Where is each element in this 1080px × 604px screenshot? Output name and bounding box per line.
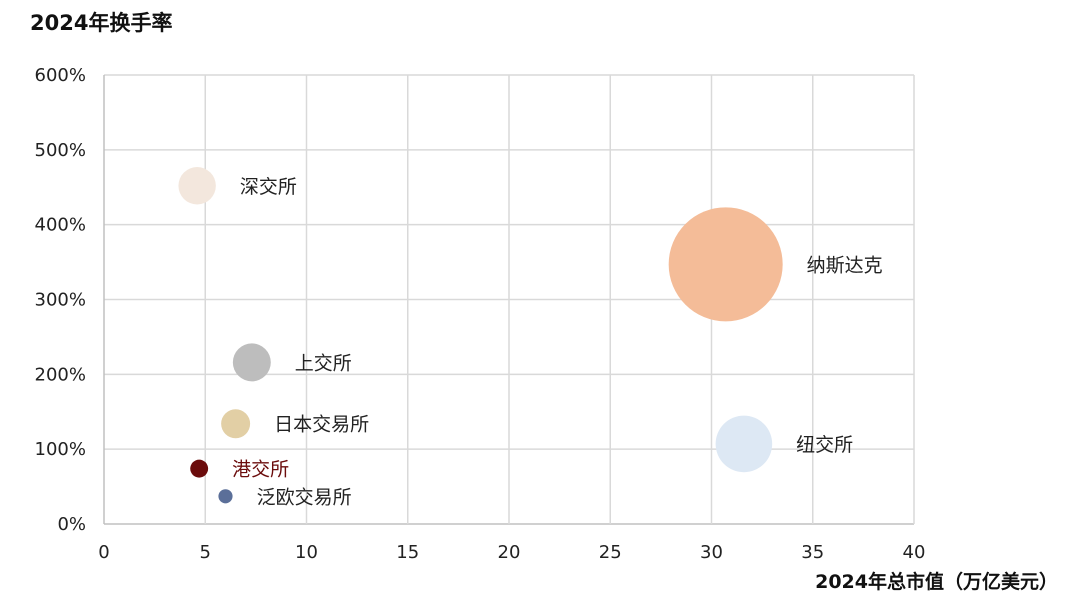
bubble <box>221 409 251 439</box>
x-tick-label: 0 <box>98 542 109 563</box>
gridlines <box>103 74 915 525</box>
bubble <box>232 343 271 382</box>
y-tick-label: 600% <box>35 65 86 86</box>
bubble <box>668 207 783 322</box>
bubble-label: 深交所 <box>240 176 297 198</box>
bubbles <box>178 167 783 504</box>
chart-title: 2024年换手率 <box>30 11 172 35</box>
y-tick-label: 500% <box>35 140 86 161</box>
bubble-label: 日本交易所 <box>274 414 369 436</box>
x-tick-label: 40 <box>903 542 926 563</box>
bubble-label: 港交所 <box>232 459 289 481</box>
y-tick-label: 400% <box>35 215 86 236</box>
x-tick-label: 15 <box>396 542 419 563</box>
bubble <box>218 489 233 504</box>
x-tick-label: 35 <box>801 542 824 563</box>
y-tick-label: 300% <box>35 290 86 311</box>
x-axis-label: 2024年总市值（万亿美元） <box>815 570 1058 593</box>
y-tick-label: 0% <box>57 514 86 535</box>
x-tick-label: 25 <box>599 542 622 563</box>
y-tick-label: 200% <box>35 364 86 385</box>
tick-labels: 0% 100% 200% 300% 400% 500% 600% 0 5 10 15 20 25 30 35… <box>35 65 926 563</box>
bubble <box>178 167 216 205</box>
bubble-label: 纳斯达克 <box>807 254 883 276</box>
bubble-label: 上交所 <box>295 352 352 374</box>
bubble <box>190 459 209 478</box>
bubble <box>715 415 773 473</box>
x-tick-label: 30 <box>700 542 723 563</box>
y-tick-label: 100% <box>35 439 86 460</box>
x-tick-label: 10 <box>295 542 318 563</box>
x-tick-label: 20 <box>498 542 521 563</box>
bubble-label: 纽交所 <box>796 434 853 456</box>
bubble-label: 泛欧交易所 <box>257 486 352 508</box>
x-tick-label: 5 <box>200 542 211 563</box>
